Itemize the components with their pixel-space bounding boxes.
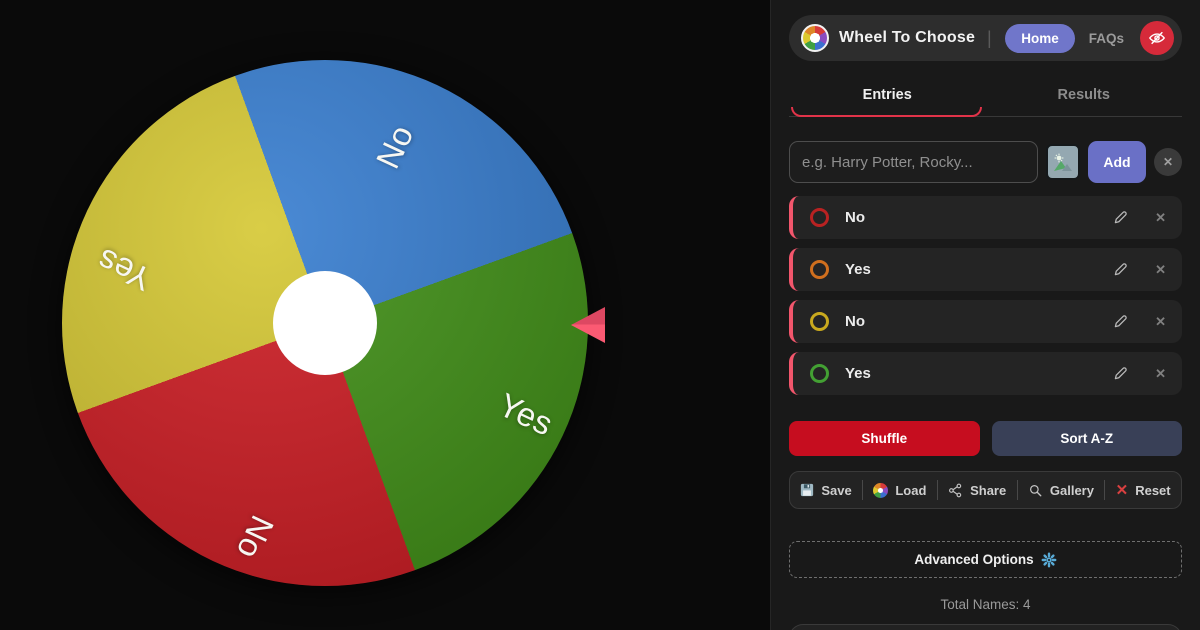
file-toolbar: Save Load Share Gallery	[789, 471, 1182, 509]
wheel-stage: No Yes No Yes	[62, 60, 605, 586]
share-nodes-icon	[949, 483, 962, 497]
title-divider: |	[987, 27, 992, 48]
eye-slash-icon[interactable]	[1140, 21, 1174, 55]
app-logo-color-wheel-icon	[801, 24, 829, 52]
share-button[interactable]: Share	[948, 483, 1006, 498]
toolbar-divider	[1104, 480, 1106, 500]
tab-bar: Entries Results	[789, 80, 1182, 117]
wheel-segment-label: Yes	[91, 241, 157, 299]
delete-entry-close-icon[interactable]: ✕	[1155, 313, 1166, 329]
wheel-segment-label: Yes	[493, 385, 559, 443]
nav-home-button[interactable]: Home	[1005, 23, 1075, 53]
edit-pencil-icon[interactable]	[1112, 365, 1129, 382]
advanced-options-label: Advanced Options	[914, 552, 1034, 567]
shuffle-button[interactable]: Shuffle	[789, 421, 980, 456]
entry-input-row: Add ✕	[789, 141, 1182, 183]
tab-results[interactable]: Results	[1057, 87, 1110, 103]
active-tab-underline	[791, 107, 982, 117]
toolbar-divider	[1016, 480, 1018, 500]
image-icon[interactable]	[1046, 144, 1080, 180]
sort-az-button[interactable]: Sort A-Z	[991, 421, 1182, 456]
entry-label: No	[845, 313, 865, 330]
load-button[interactable]: Load	[873, 482, 926, 498]
clear-input-close-icon[interactable]: ✕	[1154, 148, 1182, 176]
entry-color-ring-icon	[810, 260, 829, 279]
edit-pencil-icon[interactable]	[1112, 209, 1129, 226]
toolbar-divider	[936, 480, 938, 500]
wheel-hub[interactable]	[273, 271, 377, 375]
edit-pencil-icon[interactable]	[1112, 261, 1129, 278]
gear-icon	[1041, 552, 1057, 567]
color-wheel-icon	[873, 482, 889, 498]
delete-entry-close-icon[interactable]: ✕	[1155, 261, 1166, 277]
add-entry-button[interactable]: Add	[1088, 141, 1146, 183]
toolbar-divider	[862, 480, 864, 500]
nav-faqs-link[interactable]: FAQs	[1088, 30, 1124, 46]
entries-list: No ✕ Yes ✕ No ✕ Yes	[789, 196, 1182, 395]
total-names-label: Total Names: 4	[940, 597, 1031, 612]
delete-entry-close-icon[interactable]: ✕	[1155, 209, 1166, 225]
wheel-segment-label: No	[229, 510, 282, 565]
entry-row[interactable]: No ✕	[789, 300, 1182, 343]
delete-entry-close-icon[interactable]: ✕	[1155, 365, 1166, 381]
reset-button[interactable]: ✕ Reset	[1115, 481, 1171, 499]
gallery-button[interactable]: Gallery	[1028, 483, 1094, 498]
entry-name-input[interactable]	[789, 141, 1038, 183]
entry-row[interactable]: Yes ✕	[789, 352, 1182, 395]
edit-pencil-icon[interactable]	[1112, 313, 1129, 330]
wheel-segment-label: No	[368, 119, 421, 174]
list-actions-row: Shuffle Sort A-Z	[789, 421, 1182, 456]
entry-label: No	[845, 209, 865, 226]
entry-color-ring-icon	[810, 364, 829, 383]
entry-label: Yes	[845, 365, 871, 382]
entry-row[interactable]: Yes ✕	[789, 248, 1182, 291]
next-section-stub	[789, 624, 1182, 630]
magnifier-icon	[1029, 484, 1042, 496]
wheel[interactable]: No Yes No Yes	[62, 60, 588, 586]
entry-color-ring-icon	[810, 312, 829, 331]
app-header: Wheel To Choose | Home FAQs	[789, 15, 1182, 61]
side-panel: Wheel To Choose | Home FAQs Entries Resu…	[770, 0, 1200, 630]
red-x-icon: ✕	[1115, 481, 1129, 499]
save-button[interactable]: Save	[800, 483, 852, 498]
entry-row[interactable]: No ✕	[789, 196, 1182, 239]
app-title: Wheel To Choose	[839, 29, 976, 46]
tab-entries[interactable]: Entries	[862, 87, 912, 103]
floppy-icon	[801, 483, 814, 497]
entry-color-ring-icon	[810, 208, 829, 227]
entry-label: Yes	[845, 261, 871, 278]
advanced-options-button[interactable]: Advanced Options	[789, 541, 1182, 578]
